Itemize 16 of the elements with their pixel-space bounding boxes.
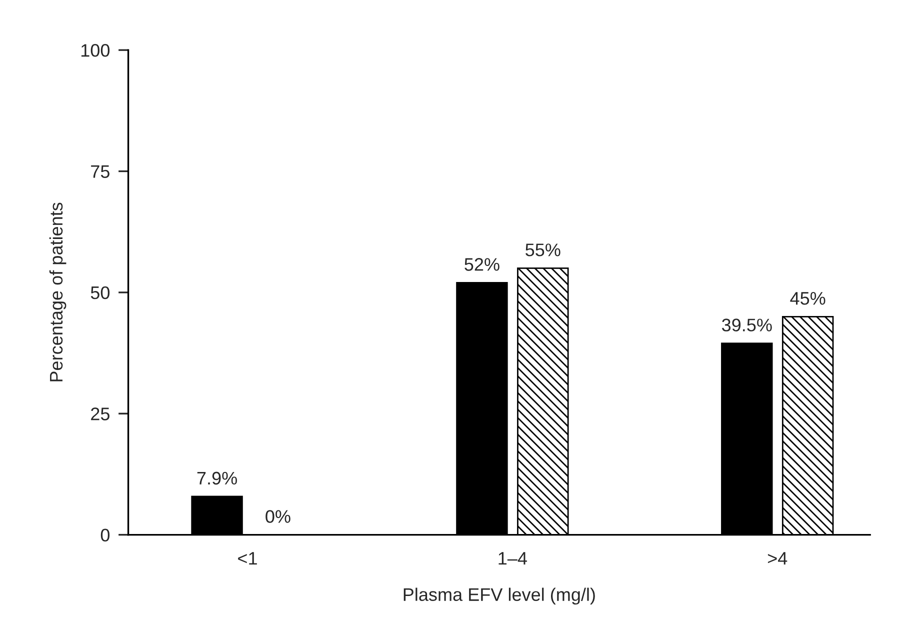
data-label: 45% (790, 292, 826, 305)
y-axis-title: Percentage of patients (49, 202, 66, 382)
data-label: 7.9% (197, 472, 237, 485)
x-axis-title: Plasma EFV level (mg/l) (404, 588, 595, 605)
data-label: 55% (526, 244, 560, 256)
data-label: 52% (464, 258, 500, 271)
y-tick-label: 75 (91, 165, 110, 178)
y-tick-label: 100 (81, 44, 110, 57)
y-tick-label: 50 (90, 286, 110, 300)
x-tick-label: <1 (238, 552, 257, 565)
data-label: 0% (266, 510, 290, 523)
y-tick-label: 25 (91, 408, 110, 420)
y-tick-label: 0 (100, 528, 110, 542)
data-label: 39.5% (722, 318, 772, 332)
x-tick-label: 1–4 (498, 552, 527, 565)
x-tick-label: >4 (768, 552, 788, 565)
